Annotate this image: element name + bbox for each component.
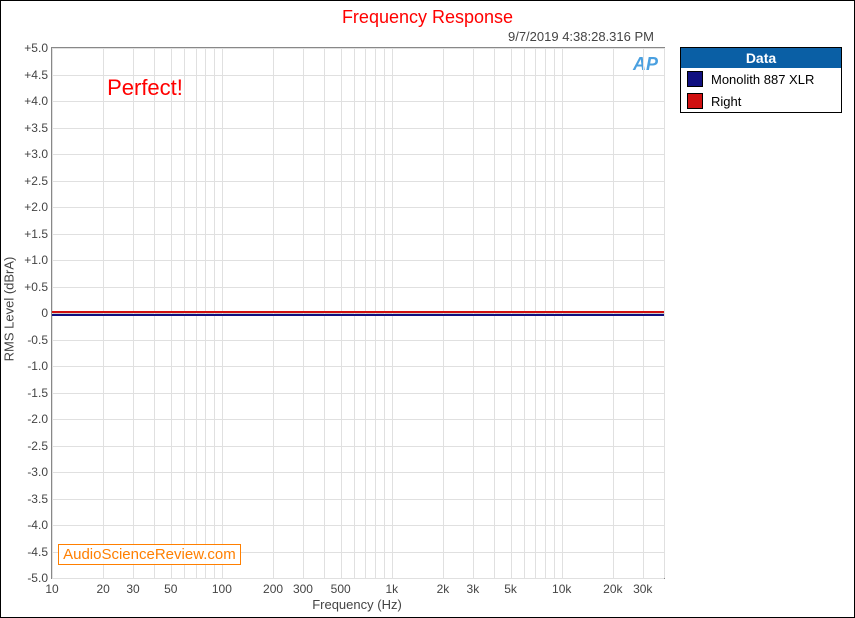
legend-swatch bbox=[687, 71, 703, 87]
gridline-h bbox=[52, 154, 664, 155]
gridline-v-minor bbox=[664, 48, 665, 578]
x-tick-label: 30 bbox=[126, 582, 139, 596]
watermark: AudioScienceReview.com bbox=[58, 544, 241, 565]
gridline-h bbox=[52, 287, 664, 288]
x-tick-label: 1k bbox=[385, 582, 398, 596]
y-axis-label: RMS Level (dBrA) bbox=[2, 257, 17, 362]
x-tick-label: 100 bbox=[212, 582, 232, 596]
y-tick-label: +5.0 bbox=[24, 41, 48, 55]
gridline-h bbox=[52, 578, 664, 579]
annotation-text: Perfect! bbox=[107, 75, 183, 101]
y-tick-label: -4.5 bbox=[27, 545, 48, 559]
gridline-h bbox=[52, 260, 664, 261]
gridline-h bbox=[52, 207, 664, 208]
gridline-h bbox=[52, 446, 664, 447]
series-line bbox=[52, 314, 664, 316]
x-tick-label: 2k bbox=[437, 582, 450, 596]
x-tick-label: 3k bbox=[467, 582, 480, 596]
y-tick-label: -2.0 bbox=[27, 412, 48, 426]
x-tick-label: 300 bbox=[293, 582, 313, 596]
gridline-h bbox=[52, 499, 664, 500]
gridline-h bbox=[52, 472, 664, 473]
x-tick-label: 500 bbox=[331, 582, 351, 596]
legend-label: Monolith 887 XLR bbox=[711, 72, 814, 87]
y-tick-label: -1.5 bbox=[27, 386, 48, 400]
gridline-h bbox=[52, 48, 664, 49]
legend-item: Monolith 887 XLR bbox=[681, 68, 841, 90]
x-tick-label: 50 bbox=[164, 582, 177, 596]
gridline-h bbox=[52, 340, 664, 341]
gridline-h bbox=[52, 366, 664, 367]
gridline-h bbox=[52, 101, 664, 102]
series-line bbox=[52, 311, 664, 313]
x-tick-label: 200 bbox=[263, 582, 283, 596]
y-tick-label: 0 bbox=[41, 306, 48, 320]
gridline-h bbox=[52, 128, 664, 129]
y-tick-label: -3.5 bbox=[27, 492, 48, 506]
y-tick-label: +2.5 bbox=[24, 174, 48, 188]
y-tick-label: -0.5 bbox=[27, 333, 48, 347]
legend-header: Data bbox=[681, 48, 841, 68]
x-tick-label: 10 bbox=[45, 582, 58, 596]
y-tick-label: -4.0 bbox=[27, 518, 48, 532]
y-tick-label: -2.5 bbox=[27, 439, 48, 453]
legend-label: Right bbox=[711, 94, 741, 109]
gridline-h bbox=[52, 234, 664, 235]
y-tick-label: +1.5 bbox=[24, 227, 48, 241]
y-tick-label: +4.0 bbox=[24, 94, 48, 108]
x-tick-label: 5k bbox=[504, 582, 517, 596]
x-tick-label: 20k bbox=[603, 582, 622, 596]
y-tick-label: +1.0 bbox=[24, 253, 48, 267]
y-tick-label: +3.0 bbox=[24, 147, 48, 161]
gridline-h bbox=[52, 393, 664, 394]
x-tick-label: 30k bbox=[633, 582, 652, 596]
y-tick-label: +0.5 bbox=[24, 280, 48, 294]
y-tick-label: +2.0 bbox=[24, 200, 48, 214]
ap-logo: AP bbox=[633, 54, 658, 75]
legend-swatch bbox=[687, 93, 703, 109]
plot-area: AP +5.0+4.5+4.0+3.5+3.0+2.5+2.0+1.5+1.0+… bbox=[51, 47, 665, 579]
timestamp: 9/7/2019 4:38:28.316 PM bbox=[508, 29, 654, 44]
y-tick-label: +3.5 bbox=[24, 121, 48, 135]
gridline-h bbox=[52, 525, 664, 526]
y-tick-label: +4.5 bbox=[24, 68, 48, 82]
gridline-h bbox=[52, 419, 664, 420]
y-tick-label: -3.0 bbox=[27, 465, 48, 479]
legend: Data Monolith 887 XLR Right bbox=[680, 47, 842, 113]
legend-item: Right bbox=[681, 90, 841, 112]
x-axis-label: Frequency (Hz) bbox=[51, 597, 663, 612]
gridline-h bbox=[52, 181, 664, 182]
x-tick-label: 20 bbox=[96, 582, 109, 596]
chart-title: Frequency Response bbox=[1, 7, 854, 28]
x-tick-label: 10k bbox=[552, 582, 571, 596]
y-tick-label: -1.0 bbox=[27, 359, 48, 373]
